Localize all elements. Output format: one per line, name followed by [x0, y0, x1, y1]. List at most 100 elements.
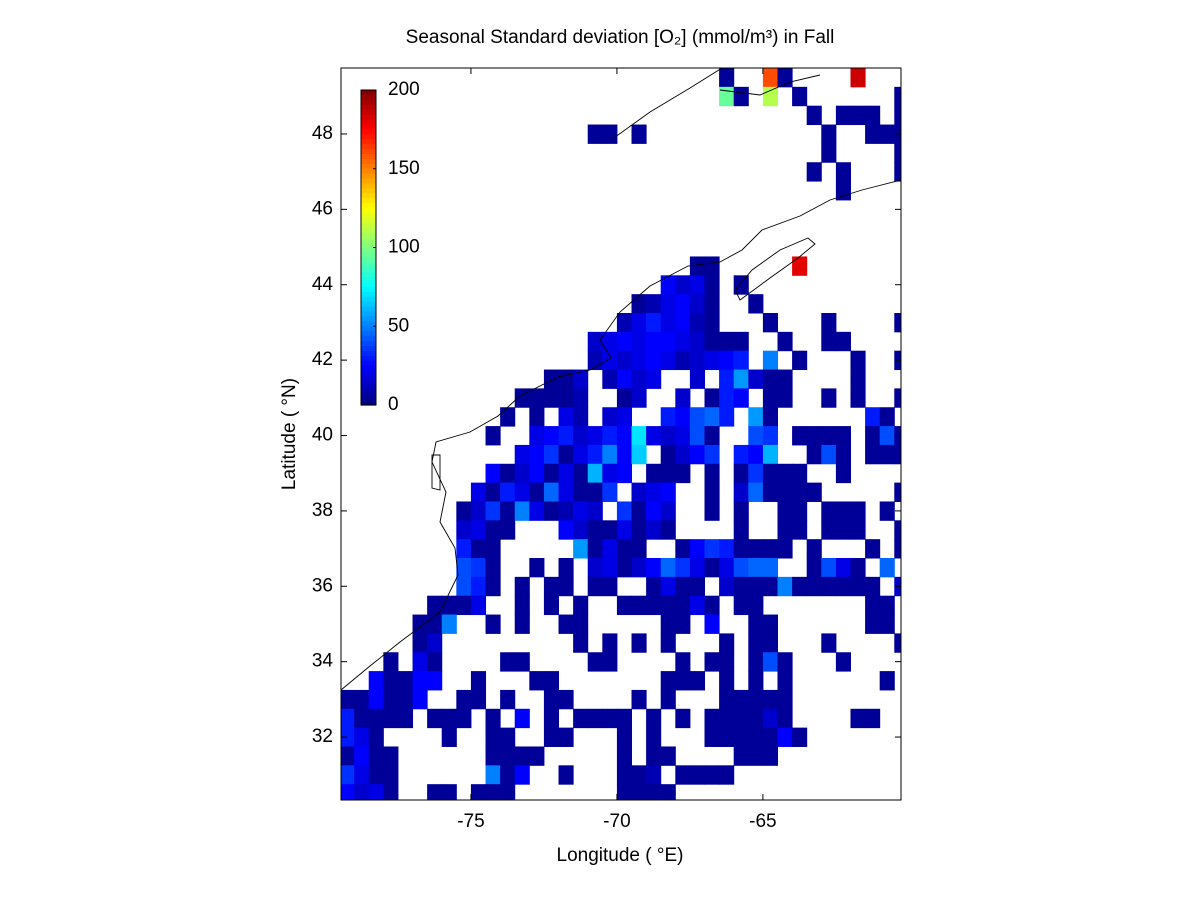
cell [865, 407, 881, 427]
cell [529, 671, 545, 691]
colorbar-swatch [361, 281, 376, 288]
cell [719, 689, 735, 710]
cell [894, 162, 901, 182]
colorbar-tick-label: 50 [388, 315, 409, 336]
cell [675, 539, 691, 559]
cell [602, 539, 618, 559]
cell [762, 463, 778, 484]
cell [587, 501, 603, 521]
cell [500, 689, 516, 710]
cell [777, 520, 793, 540]
cell [660, 671, 676, 691]
colorbar-swatch [361, 400, 376, 406]
cell [631, 520, 647, 540]
cell [573, 388, 589, 408]
cell [675, 426, 691, 446]
cell [573, 633, 589, 653]
cell [341, 746, 355, 766]
cell [660, 463, 676, 484]
colorbar-swatch [361, 380, 376, 386]
cell [543, 426, 560, 446]
cell [748, 426, 764, 446]
cell [777, 331, 793, 352]
cell [879, 614, 895, 634]
cell [631, 388, 647, 408]
cell [821, 444, 837, 465]
cell [368, 765, 384, 785]
colorbar-swatch [361, 345, 376, 352]
y-tick-label: 34 [312, 651, 334, 672]
cell [616, 388, 633, 408]
cell [646, 463, 662, 484]
cell [762, 426, 778, 446]
y-tick-label: 48 [312, 123, 333, 144]
cell [558, 727, 574, 747]
cell [762, 350, 778, 371]
cell [689, 671, 706, 691]
cell [850, 558, 866, 578]
cell [704, 275, 720, 295]
cell [675, 614, 691, 634]
cell [894, 520, 901, 540]
cell [660, 614, 676, 634]
cell [762, 746, 778, 766]
colorbar-swatch [361, 188, 376, 194]
cell [456, 539, 472, 559]
cell [704, 708, 720, 729]
cell [777, 539, 793, 559]
cell [543, 689, 560, 710]
cell [733, 727, 749, 747]
cell [894, 633, 901, 653]
cell [762, 388, 778, 408]
cell [821, 426, 837, 446]
colorbar-swatch [361, 272, 376, 278]
cell [383, 746, 399, 766]
cell [573, 501, 589, 521]
cell [689, 313, 706, 333]
cell [341, 727, 355, 747]
cell [719, 652, 735, 672]
plot-frame [340, 67, 902, 801]
cell [748, 689, 764, 710]
cell [821, 501, 837, 521]
cell [660, 595, 676, 616]
cell [719, 765, 735, 785]
colorbar-swatch [361, 286, 376, 293]
cell [514, 614, 530, 634]
cell [821, 388, 837, 408]
colorbar-swatch [361, 331, 376, 337]
cell [646, 313, 662, 333]
cell [675, 388, 691, 408]
cell [485, 463, 501, 484]
cell [733, 275, 749, 295]
cell [514, 595, 530, 616]
cell [602, 558, 618, 578]
cell [354, 708, 370, 729]
cell [427, 633, 443, 653]
cell [397, 671, 414, 691]
cell [704, 350, 720, 371]
cell [762, 633, 778, 653]
cell [529, 501, 545, 521]
colorbar-swatch [361, 336, 376, 342]
x-tick-label: -70 [603, 811, 630, 832]
cell [777, 576, 793, 597]
cell [748, 463, 764, 484]
cell [704, 652, 720, 672]
cell [412, 633, 428, 653]
cell [573, 444, 589, 465]
cell [748, 558, 764, 578]
cell [865, 444, 881, 465]
cell [587, 482, 603, 502]
cell [412, 614, 428, 634]
cell [646, 294, 662, 314]
cell [835, 558, 851, 578]
cell [500, 765, 516, 785]
cell [733, 576, 749, 597]
cell [368, 689, 384, 710]
chart-title: Seasonal Standard deviation [O₂] (mmol/m… [406, 27, 835, 48]
cell [631, 765, 647, 785]
cell [660, 576, 676, 597]
cell [894, 444, 901, 465]
colorbar-tick-label: 150 [388, 158, 420, 179]
